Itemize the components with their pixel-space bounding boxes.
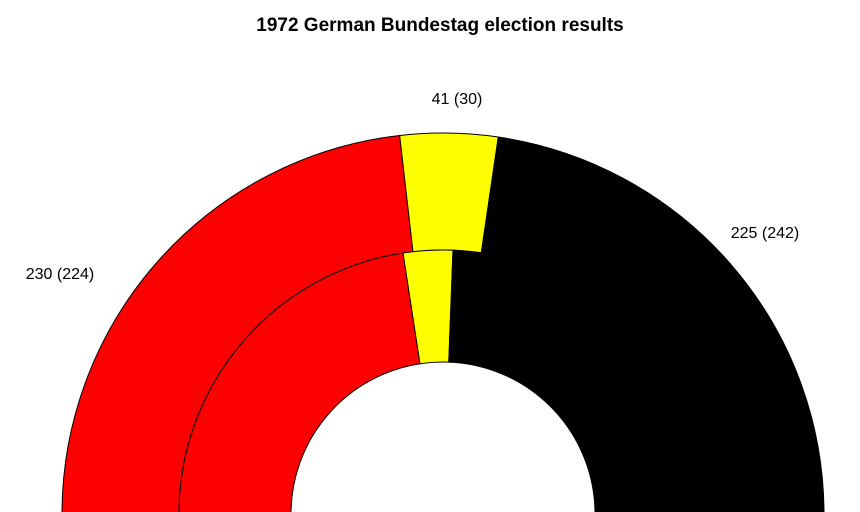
inner-ring-segment-spd [178, 252, 421, 512]
chart-title: 1972 German Bundestag election results [256, 15, 623, 36]
label-cdu: 225 (242) [731, 225, 800, 242]
inner-ring-segment-cducsu [448, 249, 708, 512]
label-fdp: 41 (30) [432, 91, 483, 108]
label-spd: 230 (224) [26, 266, 95, 283]
